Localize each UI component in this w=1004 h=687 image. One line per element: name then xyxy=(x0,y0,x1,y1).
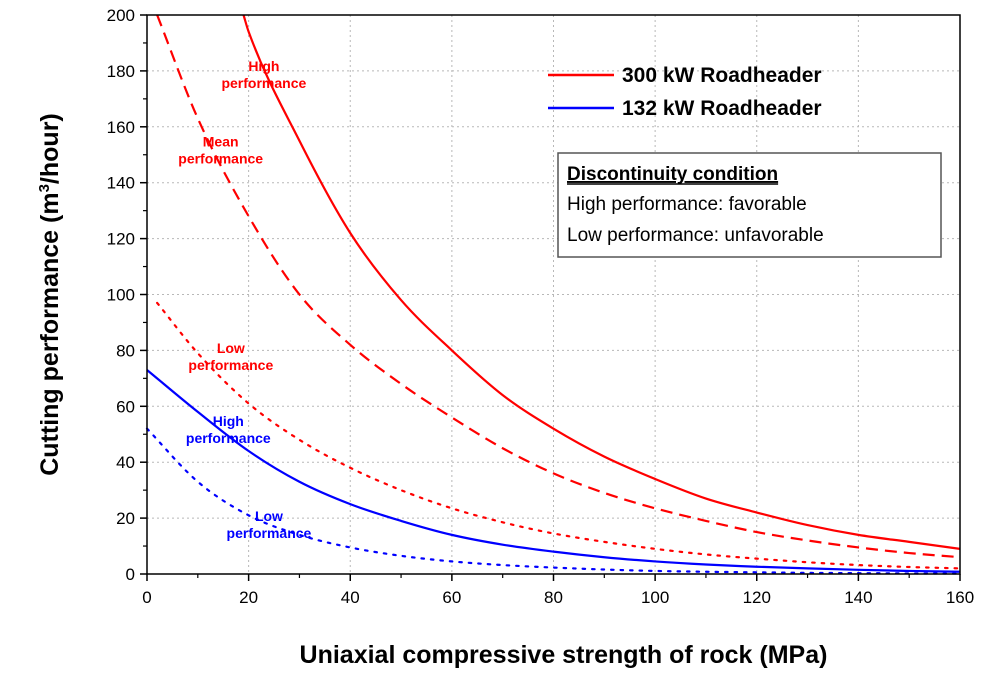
info-box: Discontinuity condition High performance… xyxy=(557,152,942,258)
curve-annotation-line: performance xyxy=(178,150,263,166)
curve-annotation: High performance xyxy=(221,58,306,91)
axis-ticks: 0 20 40 60 80 100 120 140 160 0 20 40 60 80 100 120 140 1… xyxy=(107,6,975,607)
series-line-blue-solid xyxy=(146,369,961,573)
curve-annotation-line: High xyxy=(248,58,279,74)
curve-annotation-line: performance xyxy=(227,525,312,541)
x-tick-label: 40 xyxy=(341,588,360,607)
y-tick-label: 40 xyxy=(116,453,135,472)
x-tick-label: 80 xyxy=(544,588,563,607)
x-tick-label: 0 xyxy=(142,588,151,607)
x-tick-label: 20 xyxy=(239,588,258,607)
y-axis-title-superscript: 3 xyxy=(36,184,53,192)
legend-label-132kw: 132 kW Roadheader xyxy=(622,97,822,120)
x-tick-label: 140 xyxy=(844,588,872,607)
y-tick-label: 200 xyxy=(107,6,135,25)
curve-annotation-line: performance xyxy=(186,430,271,446)
curve-annotation-line: High xyxy=(213,413,244,429)
y-tick-label: 140 xyxy=(107,174,135,193)
x-tick-label: 160 xyxy=(946,588,974,607)
curves xyxy=(145,14,962,575)
info-box-frame xyxy=(557,152,942,258)
x-tick-label: 60 xyxy=(442,588,461,607)
y-tick-label: 60 xyxy=(116,397,135,416)
curve-annotation-line: performance xyxy=(221,75,306,91)
curve-annotation: Low performance xyxy=(188,340,273,373)
y-tick-label: 80 xyxy=(116,341,135,360)
info-box-title: Discontinuity condition xyxy=(567,164,778,185)
y-axis-title-prefix: Cutting performance (m xyxy=(36,192,64,475)
curve-annotation: High performance xyxy=(186,413,271,446)
y-tick-label: 180 xyxy=(107,62,135,81)
info-box-line: High performance: favorable xyxy=(567,194,807,215)
y-axis-title-suffix: /hour) xyxy=(36,113,64,184)
x-axis-title: Uniaxial compressive strength of rock (M… xyxy=(300,641,828,669)
x-tick-label: 100 xyxy=(641,588,669,607)
info-box-line: Low performance: unfavorable xyxy=(567,225,824,246)
legend-label-300kw: 300 kW Roadheader xyxy=(622,64,822,87)
x-tick-label: 120 xyxy=(743,588,771,607)
curve-annotation: Low performance xyxy=(227,508,312,541)
y-tick-label: 20 xyxy=(116,509,135,528)
y-tick-label: 160 xyxy=(107,118,135,137)
legend: 300 kW Roadheader 132 kW Roadheader xyxy=(548,64,822,120)
curve-annotation-line: Low xyxy=(255,508,283,524)
y-tick-label: 0 xyxy=(126,565,135,584)
grid xyxy=(147,15,960,574)
series-line-blue-dotted xyxy=(145,427,962,575)
y-tick-label: 120 xyxy=(107,230,135,249)
series-line-red-dashed xyxy=(156,14,961,559)
curve-annotation-line: Mean xyxy=(203,133,239,149)
curve-annotation-line: Low xyxy=(217,340,245,356)
y-tick-label: 100 xyxy=(107,286,135,305)
curve-annotation: Mean performance xyxy=(178,133,263,166)
y-axis-title: Cutting performance (m3/hour) xyxy=(36,113,64,476)
curve-annotation-line: performance xyxy=(188,357,273,373)
series-line-red-solid xyxy=(242,14,961,550)
